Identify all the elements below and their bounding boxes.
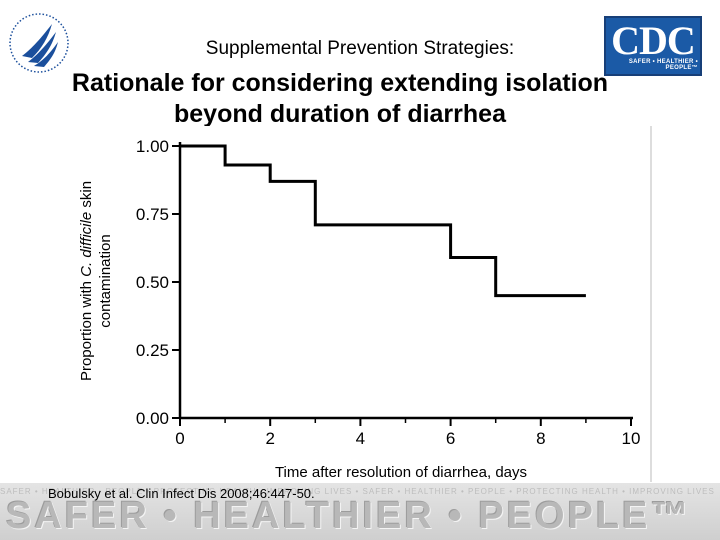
- cdc-logo: CDC SAFER • HEALTHIER • PEOPLE™: [604, 16, 702, 76]
- survival-step-line: [180, 144, 586, 298]
- y-tick-label-0: 0.00: [136, 409, 169, 428]
- citation: Bobulsky et al. Clin Infect Dis 2008;46:…: [48, 486, 315, 501]
- x-tick-label-3: 6: [446, 429, 455, 448]
- x-tick-label-1: 2: [265, 429, 274, 448]
- hhs-eagle-logo: [9, 13, 69, 73]
- y-tick-label-1: 0.25: [136, 341, 169, 360]
- cdc-logo-tagline: SAFER • HEALTHIER • PEOPLE™: [628, 59, 698, 71]
- x-tick-label-0: 0: [175, 429, 184, 448]
- chart-area: 0 2 4 6 8 10 0.00 0.25 0.50 0.75 1.00 Time after r…: [70, 126, 652, 482]
- x-tick-label-4: 8: [536, 429, 545, 448]
- x-tick-label-5: 10: [622, 429, 641, 448]
- slide-title-line-2: beyond duration of diarrhea: [174, 100, 506, 128]
- slide-title: Rationale for considering extending isol…: [0, 68, 680, 130]
- y-axis-label-line-2: contamination: [97, 234, 114, 327]
- x-axis-label: Time after resolution of diarrhea, days: [275, 464, 527, 481]
- cdc-logo-text: CDC: [611, 18, 696, 63]
- footer-faint-text: SAFER • HEALTHIER • PEOPLE • PROTECTING …: [0, 487, 715, 496]
- y-tick-label-2: 0.50: [136, 273, 169, 292]
- y-axis-label-part-2: C. difficile: [78, 212, 95, 277]
- x-tick-label-2: 4: [356, 429, 365, 448]
- slide-title-line-1: Rationale for considering extending isol…: [71, 69, 609, 97]
- y-axis-label-part-1: Proportion with: [78, 277, 95, 381]
- y-axis-label-part-3: skin: [78, 181, 95, 212]
- slide-subtitle: Supplemental Prevention Strategies:: [205, 38, 515, 59]
- survival-step-chart: 0 2 4 6 8 10 0.00 0.25 0.50 0.75 1.00 Time after r…: [70, 126, 652, 482]
- y-axis-label-line-1: Proportion with C. difficile skin: [78, 181, 95, 381]
- footer-slogan: SAFER • HEALTHIER • PEOPLE™: [6, 496, 692, 536]
- y-tick-label-3: 0.75: [136, 205, 169, 224]
- y-tick-label-4: 1.00: [136, 137, 169, 156]
- footer-band: SAFER • HEALTHIER • PEOPLE • PROTECTING …: [0, 483, 720, 540]
